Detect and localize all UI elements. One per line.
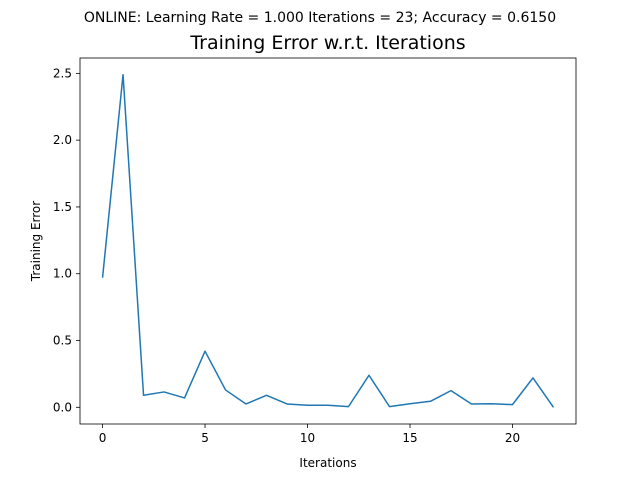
data-point bbox=[327, 404, 329, 406]
data-point bbox=[532, 377, 534, 379]
x-tick-label: 10 bbox=[300, 431, 315, 445]
data-point bbox=[511, 404, 513, 406]
data-point bbox=[163, 391, 165, 393]
data-point bbox=[286, 403, 288, 405]
data-point bbox=[368, 374, 370, 376]
figure-suptitle: ONLINE: Learning Rate = 1.000 Iterations… bbox=[84, 10, 556, 26]
data-point bbox=[225, 389, 227, 391]
x-tick-label: 0 bbox=[99, 431, 107, 445]
y-tick-label: 2.5 bbox=[53, 66, 72, 80]
x-tick-label: 15 bbox=[402, 431, 417, 445]
data-points bbox=[102, 74, 555, 409]
data-point bbox=[429, 400, 431, 402]
x-axis-label: Iterations bbox=[299, 456, 356, 470]
chart-title: Training Error w.r.t. Iterations bbox=[189, 32, 465, 54]
training-error-line bbox=[101, 73, 555, 408]
y-axis-ticks: 0.0 0.5 1.0 1.5 2.0 2.5 bbox=[53, 66, 80, 414]
y-tick-label: 2.0 bbox=[53, 133, 72, 147]
data-point bbox=[245, 403, 247, 405]
data-point bbox=[204, 350, 206, 352]
data-point bbox=[409, 403, 411, 405]
data-point bbox=[470, 403, 472, 405]
plot-frame bbox=[79, 57, 577, 425]
data-point bbox=[450, 390, 452, 392]
y-tick-label: 1.5 bbox=[53, 200, 72, 214]
data-point bbox=[266, 394, 268, 396]
y-tick-label: 1.0 bbox=[53, 267, 72, 281]
data-point bbox=[184, 397, 186, 399]
y-axis-label: Training Error bbox=[29, 201, 43, 282]
x-tick-label: 5 bbox=[201, 431, 209, 445]
data-point bbox=[307, 404, 309, 406]
y-tick-label: 0.5 bbox=[53, 334, 72, 348]
data-point bbox=[143, 394, 145, 396]
x-tick-label: 20 bbox=[505, 431, 520, 445]
y-tick-label: 0.0 bbox=[53, 400, 72, 414]
data-point bbox=[347, 406, 349, 408]
data-point bbox=[102, 277, 104, 279]
x-axis-ticks: 0 5 10 15 20 bbox=[99, 424, 520, 445]
data-point bbox=[122, 74, 124, 76]
data-point bbox=[491, 403, 493, 405]
data-point bbox=[552, 406, 554, 408]
data-point bbox=[388, 406, 390, 408]
